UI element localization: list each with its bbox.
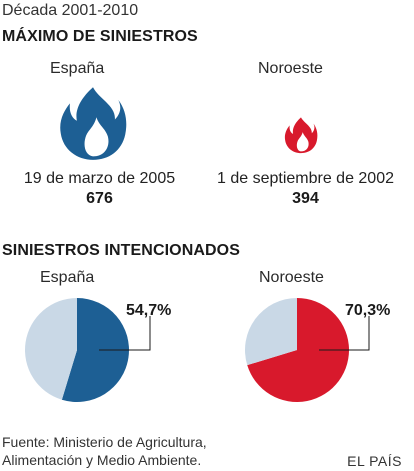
region-label-spain: España [50, 60, 105, 77]
region-label-northwest: Noroeste [258, 60, 323, 77]
pie-slice-northwest-rest [245, 298, 297, 366]
max-incidents-heading: MÁXIMO DE SINIESTROS [2, 28, 198, 45]
flame-icon [60, 87, 127, 160]
source-line-1: Fuente: Ministerio de Agricultura, [2, 434, 207, 450]
source-note: Fuente: Ministerio de Agricultura, Alime… [2, 433, 207, 469]
decade-label: Década 2001-2010 [2, 2, 139, 19]
max-count-northwest: 394 [292, 190, 319, 207]
publisher-brand: EL PAÍS [347, 453, 402, 469]
pie-slice-spain-intentional [61, 298, 129, 402]
pie-title-spain: España [40, 269, 95, 286]
source-line-2: Alimentación y Medio Ambiente. [2, 452, 202, 468]
pie-title-northwest: Noroeste [259, 269, 324, 286]
pie-value-label-northwest: 70,3% [345, 302, 391, 319]
flame-icon [284, 117, 318, 154]
pie-leader-line-northwest [319, 316, 370, 351]
intentional-incidents-heading: SINIESTROS INTENCIONADOS [2, 242, 240, 259]
pie-slice-northwest-intentional [247, 298, 349, 402]
max-date-northwest: 1 de septiembre de 2002 [216, 170, 394, 187]
max-date-spain: 19 de marzo de 2005 [23, 170, 176, 187]
pie-leader-line-spain [99, 316, 151, 351]
pie-value-label-spain: 54,7% [126, 302, 172, 319]
max-count-spain: 676 [86, 190, 113, 207]
pie-slice-spain-rest [24, 298, 78, 400]
pie-charts [24, 298, 370, 402]
